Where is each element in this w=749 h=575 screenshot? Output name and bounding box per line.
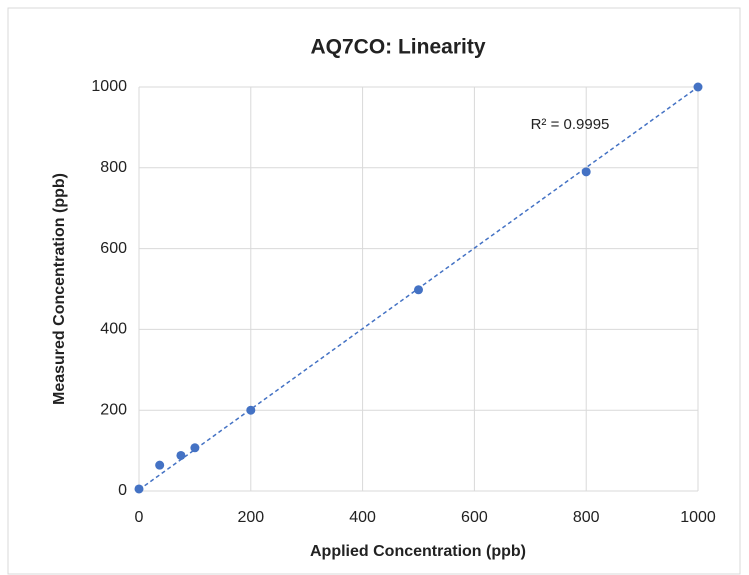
data-point — [155, 460, 165, 470]
x-tick-label: 800 — [573, 509, 600, 526]
chart-border — [7, 7, 741, 575]
y-tick-label: 800 — [100, 159, 127, 176]
data-point — [693, 82, 703, 92]
data-point — [581, 167, 591, 177]
data-point — [134, 484, 144, 494]
y-tick-label: 0 — [118, 482, 127, 499]
data-point — [414, 285, 423, 295]
trendline-label: R² = 0.9995 — [531, 116, 610, 133]
x-tick-label: 200 — [237, 509, 264, 526]
x-tick-label: 0 — [135, 509, 144, 526]
x-tick-label: 1000 — [680, 509, 716, 526]
data-point — [246, 405, 256, 415]
y-tick-label: 600 — [100, 240, 127, 257]
x-tick-label: 600 — [461, 509, 488, 526]
data-point — [190, 443, 200, 453]
y-tick-label: 1000 — [91, 78, 127, 95]
chart-title: AQ7CO: Linearity — [310, 36, 485, 59]
x-axis-label: Applied Concentration (ppb) — [310, 543, 526, 560]
y-tick-label: 200 — [100, 401, 127, 418]
y-axis-label: Measured Concentration (ppb) — [51, 173, 68, 405]
y-tick-label: 400 — [100, 321, 127, 338]
x-tick-label: 400 — [349, 509, 376, 526]
data-point — [176, 450, 186, 460]
